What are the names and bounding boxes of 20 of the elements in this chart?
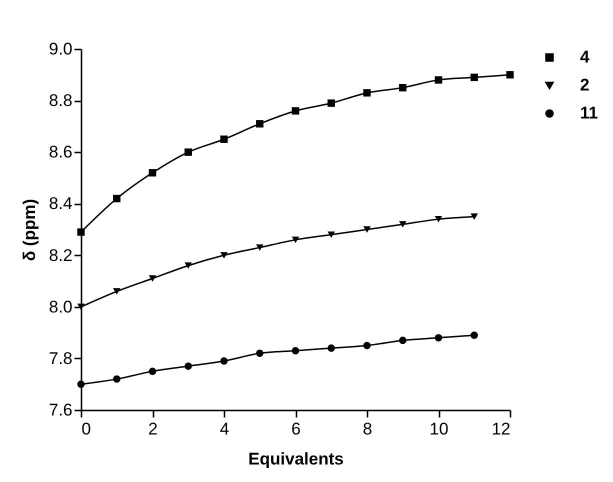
x-tick-label: 8 [362,420,372,438]
legend-label: 2 [580,76,590,94]
y-tick-label: 8.2 [48,246,72,265]
y-tick-label: 9.0 [48,40,72,58]
x-tick-label: 4 [220,420,230,438]
x-tick-label: 6 [291,420,301,438]
legend-label: 11 [580,104,598,122]
y-tick-label: 8.0 [48,297,72,316]
y-tick-label: 8.6 [48,142,72,162]
y-axis-title: δ (ppm) [20,198,39,262]
legend-label: 4 [580,48,590,66]
y-tick-label: 8.8 [48,91,72,110]
x-tick-label: 10 [430,420,448,438]
y-tick-label: 7.8 [48,348,72,368]
x-tick-label: 0 [82,420,91,438]
x-tick-label: 2 [148,420,158,438]
y-tick-label: 8.4 [48,194,72,214]
x-tick-label: 12 [492,420,510,438]
x-axis-title: Equivalents [248,450,344,468]
y-tick-label: 7.6 [48,400,72,420]
